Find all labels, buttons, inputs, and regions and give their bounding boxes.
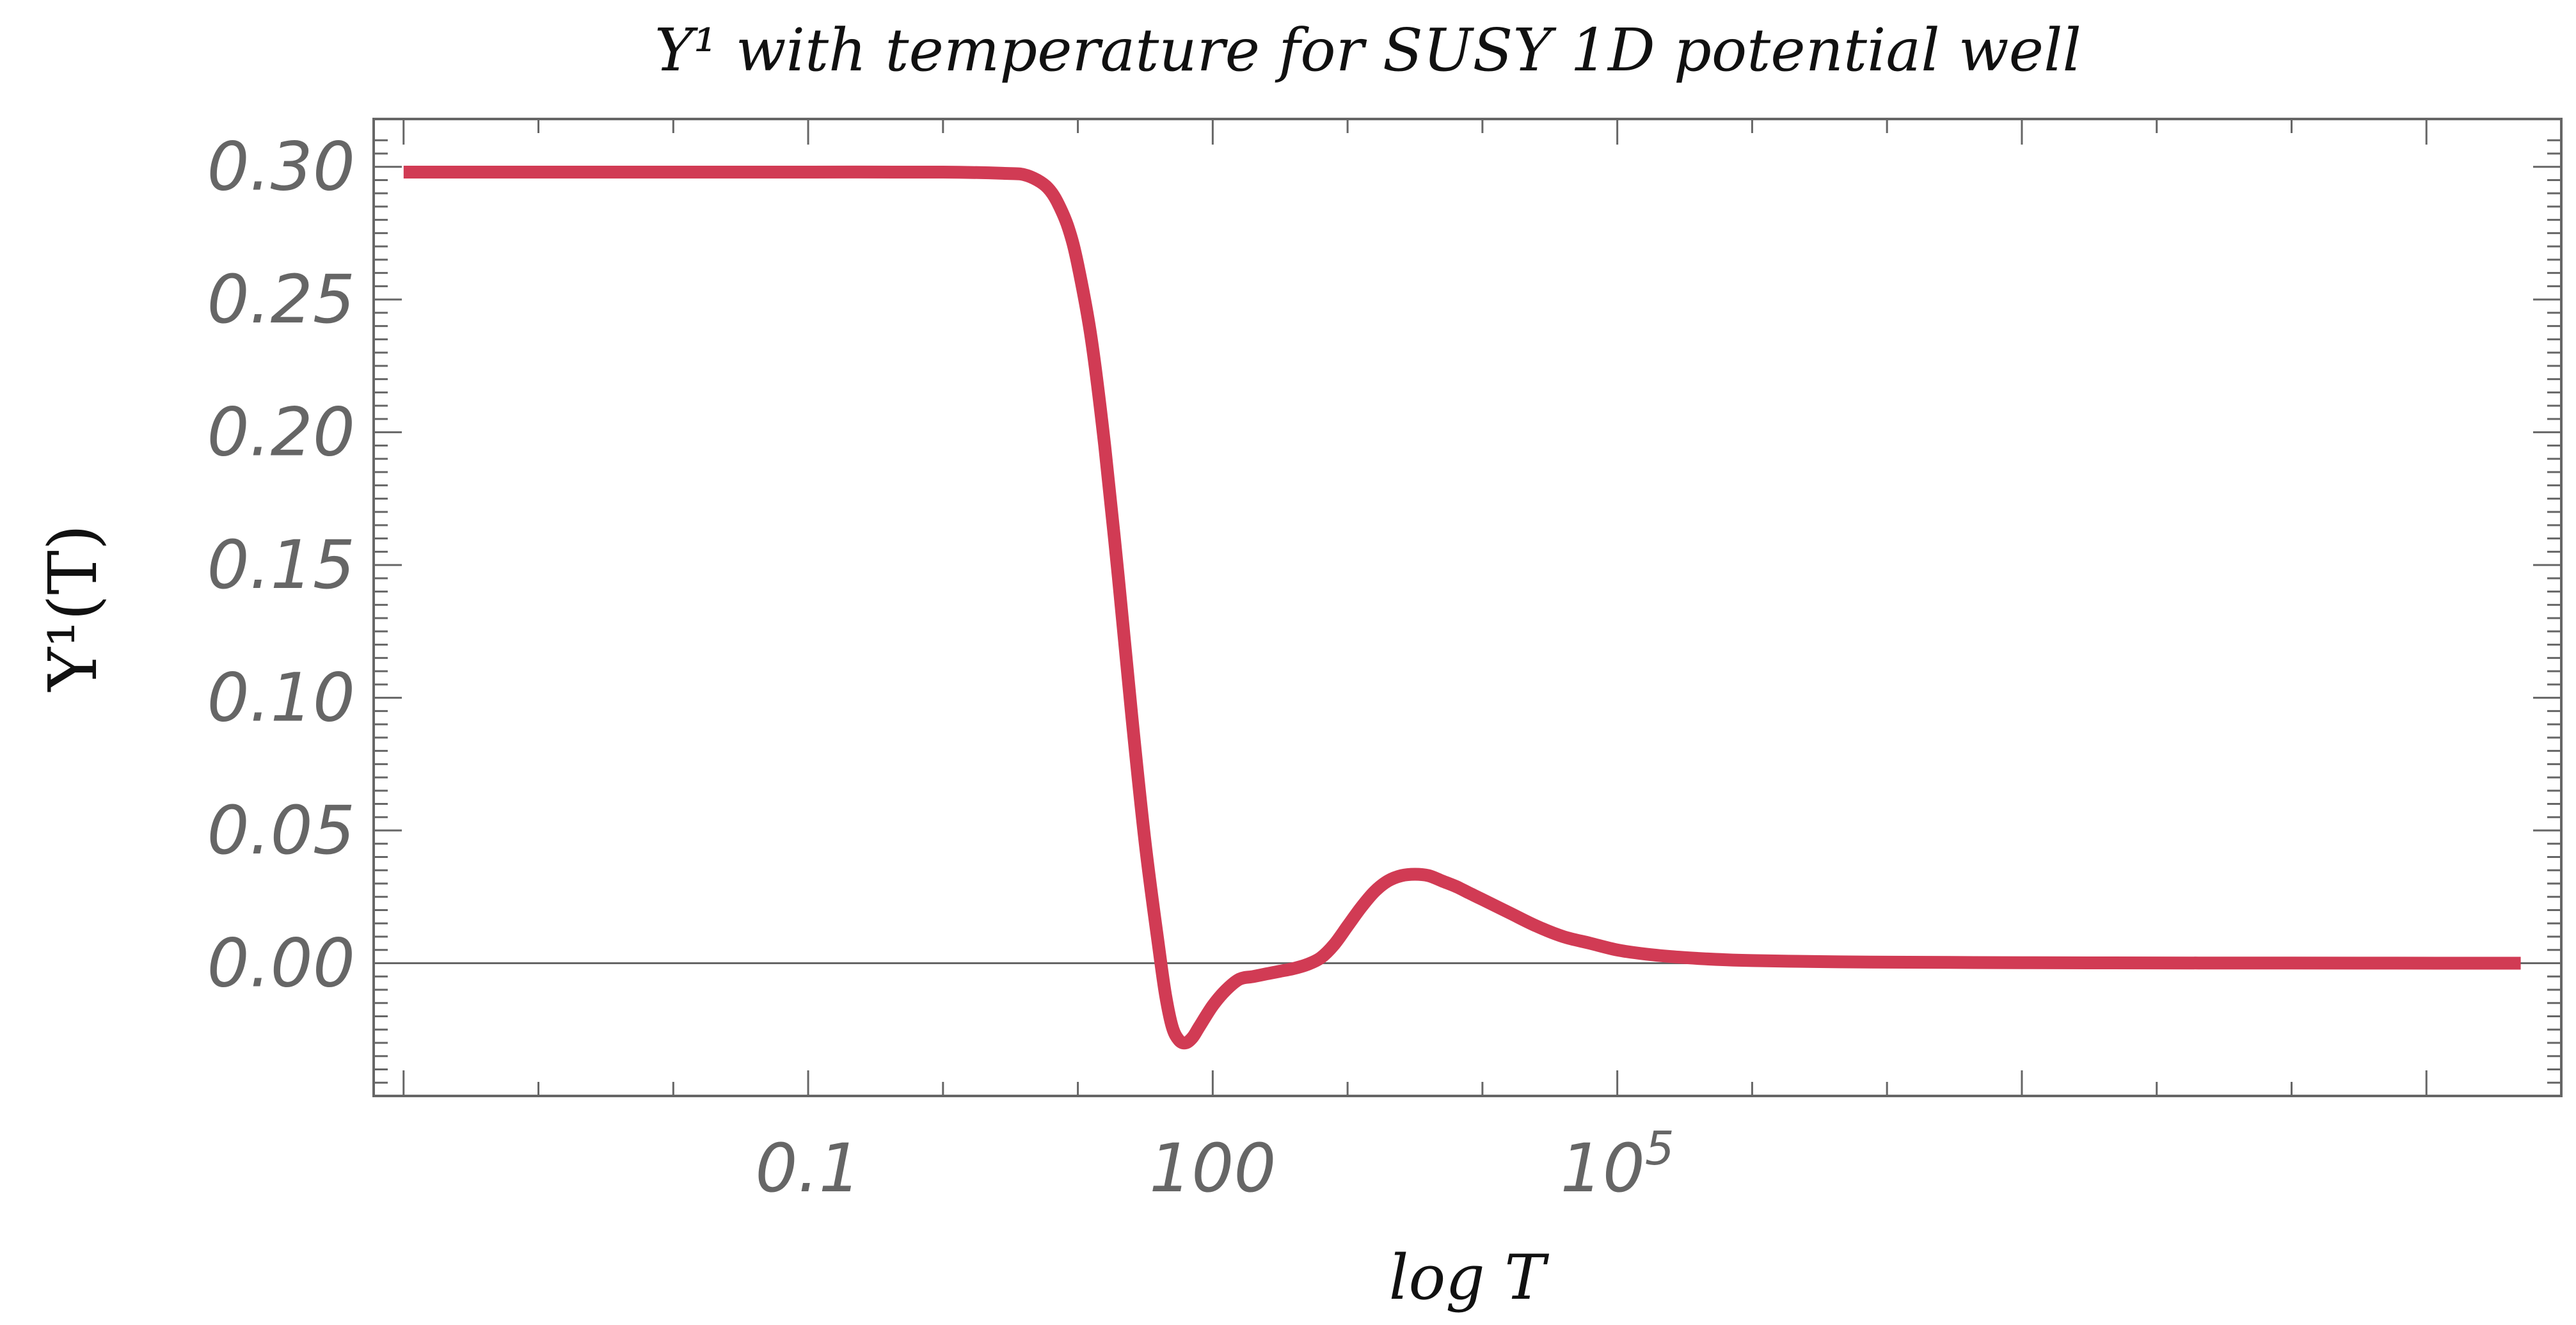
x-axis-label: log T xyxy=(1389,1242,1549,1313)
y-tick-label: 0.05 xyxy=(207,791,355,869)
x-tick-label: 105 xyxy=(1561,1122,1674,1207)
x-tick-label: 100 xyxy=(1149,1129,1276,1207)
series-layer xyxy=(403,165,2521,1050)
y-tick-label: 0.30 xyxy=(207,128,355,206)
y-tick-label: 0.15 xyxy=(207,526,355,604)
x-tick-label: 0.1 xyxy=(755,1129,861,1207)
series-line xyxy=(403,165,2521,1050)
y-tick-label: 0.00 xyxy=(207,924,355,1003)
plot-frame xyxy=(372,118,2563,1097)
y-tick-label: 0.25 xyxy=(207,260,355,338)
y-tick-label: 0.10 xyxy=(207,659,355,737)
y-axis-label: Y¹(T) xyxy=(34,525,112,693)
x-axis-tick-labels: 0.1 100 105 xyxy=(755,1122,1674,1207)
x-axis-ticks xyxy=(402,119,2428,1096)
chart-title: Y¹ with temperature for SUSY 1D potentia… xyxy=(655,16,2081,84)
y-axis-ticks xyxy=(374,139,2561,1097)
y-tick-label: 0.20 xyxy=(207,393,355,472)
plot-area: 0.1 100 105 0.30 0.25 0.20 0.15 0.10 0.05 0.00 xyxy=(207,118,2563,1207)
y-axis-tick-labels: 0.30 0.25 0.20 0.15 0.10 0.05 0.00 xyxy=(207,128,355,1003)
